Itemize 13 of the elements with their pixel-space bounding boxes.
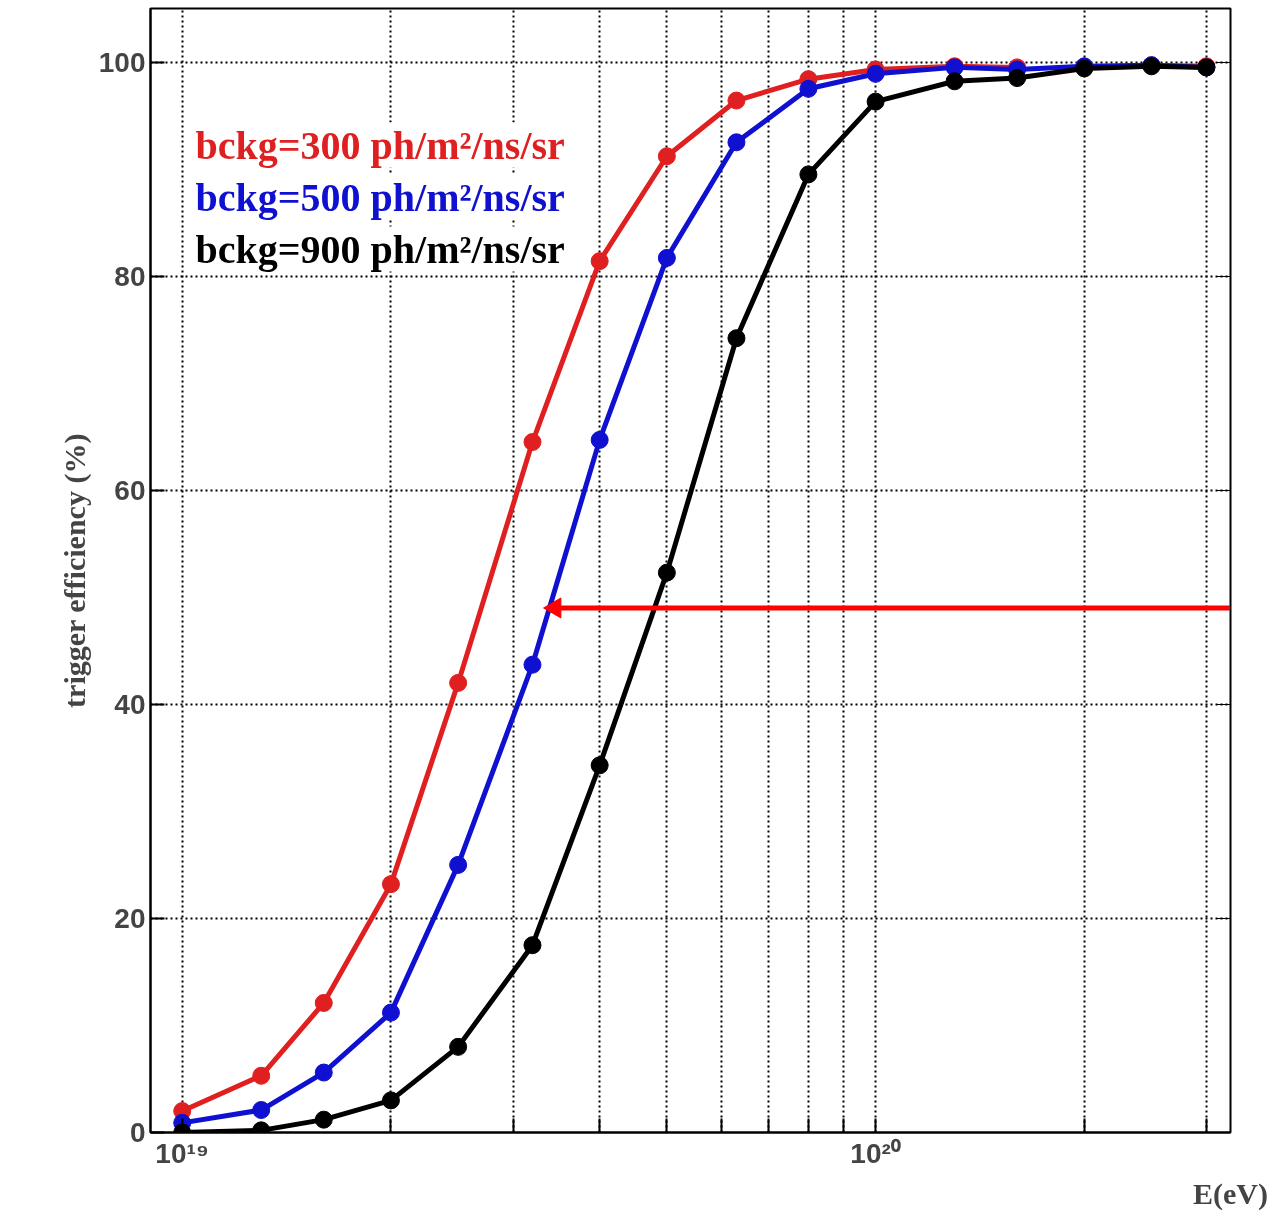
x-tick-label: 10²⁰	[850, 1137, 901, 1169]
y-axis-title: trigger efficiency (%)	[57, 433, 92, 708]
legend-label: bckg=900 ph/m²/ns/sr	[195, 226, 565, 272]
series-label: bckg=300 ph/m²/ns/sr	[195, 122, 565, 168]
x-axis-title: E(eV)	[1193, 1176, 1268, 1211]
y-tick-label: 0	[129, 1117, 146, 1148]
y-tick-label: 20	[114, 902, 146, 934]
x-tick-label: 10¹⁹	[155, 1137, 210, 1169]
y-tick-label: 80	[114, 260, 146, 292]
y-tick-label: 100	[98, 46, 146, 78]
y-tick-label: 60	[114, 474, 146, 506]
y-tick-label: 40	[114, 688, 146, 720]
text: bckg=500 ph/m²/ns/sr	[195, 174, 565, 220]
